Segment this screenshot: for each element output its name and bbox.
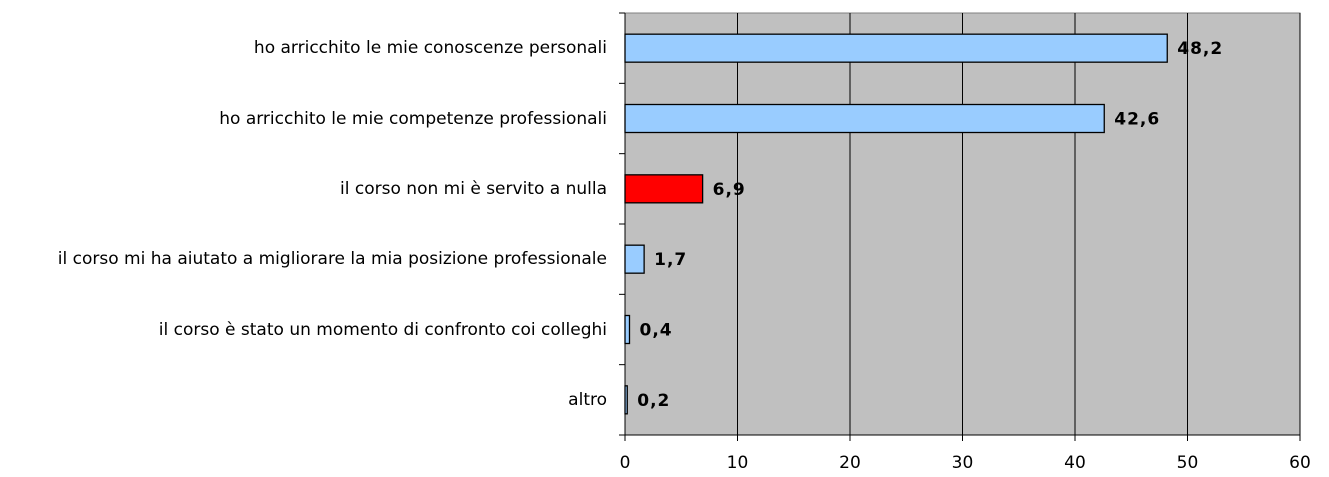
data-label: 48,2 bbox=[1177, 39, 1223, 59]
y-tick-label: ho arricchito le mie conoscenze personal… bbox=[253, 38, 607, 59]
y-tick-label-box: ho arricchito le mie conoscenze personal… bbox=[0, 18, 607, 78]
y-tick-label: il corso non mi è servito a nulla bbox=[340, 178, 607, 199]
data-label: 6,9 bbox=[713, 180, 746, 200]
x-tick-label: 30 bbox=[952, 453, 974, 473]
y-tick-label: altro bbox=[568, 389, 607, 410]
y-tick-label-box: il corso è stato un momento di confronto… bbox=[0, 300, 607, 360]
x-tick-label: 20 bbox=[839, 453, 861, 473]
y-tick-label: ho arricchito le mie competenze professi… bbox=[219, 108, 607, 129]
bar bbox=[624, 385, 628, 415]
data-label: 42,6 bbox=[1114, 110, 1160, 130]
x-tick-label: 0 bbox=[620, 453, 631, 473]
bar bbox=[624, 103, 1105, 134]
data-label: 1,7 bbox=[654, 250, 687, 270]
data-label: 0,4 bbox=[640, 321, 673, 341]
x-tick-label: 60 bbox=[1289, 453, 1311, 473]
bar bbox=[624, 33, 1168, 63]
bar bbox=[624, 314, 631, 345]
bar bbox=[624, 174, 704, 204]
y-tick-label: il corso mi ha aiutato a migliorare la m… bbox=[57, 249, 607, 270]
data-label: 0,2 bbox=[637, 391, 670, 411]
y-tick-label-box: ho arricchito le mie competenze professi… bbox=[0, 89, 607, 149]
x-tick-label: 50 bbox=[1177, 453, 1199, 473]
y-tick-label-box: altro bbox=[0, 370, 607, 430]
y-tick-label-box: il corso non mi è servito a nulla bbox=[0, 159, 607, 219]
bar bbox=[624, 244, 645, 274]
x-tick-label: 10 bbox=[727, 453, 749, 473]
x-tick-label: 40 bbox=[1064, 453, 1086, 473]
y-tick-label-box: il corso mi ha aiutato a migliorare la m… bbox=[0, 229, 607, 289]
y-tick-label: il corso è stato un momento di confronto… bbox=[158, 319, 607, 340]
